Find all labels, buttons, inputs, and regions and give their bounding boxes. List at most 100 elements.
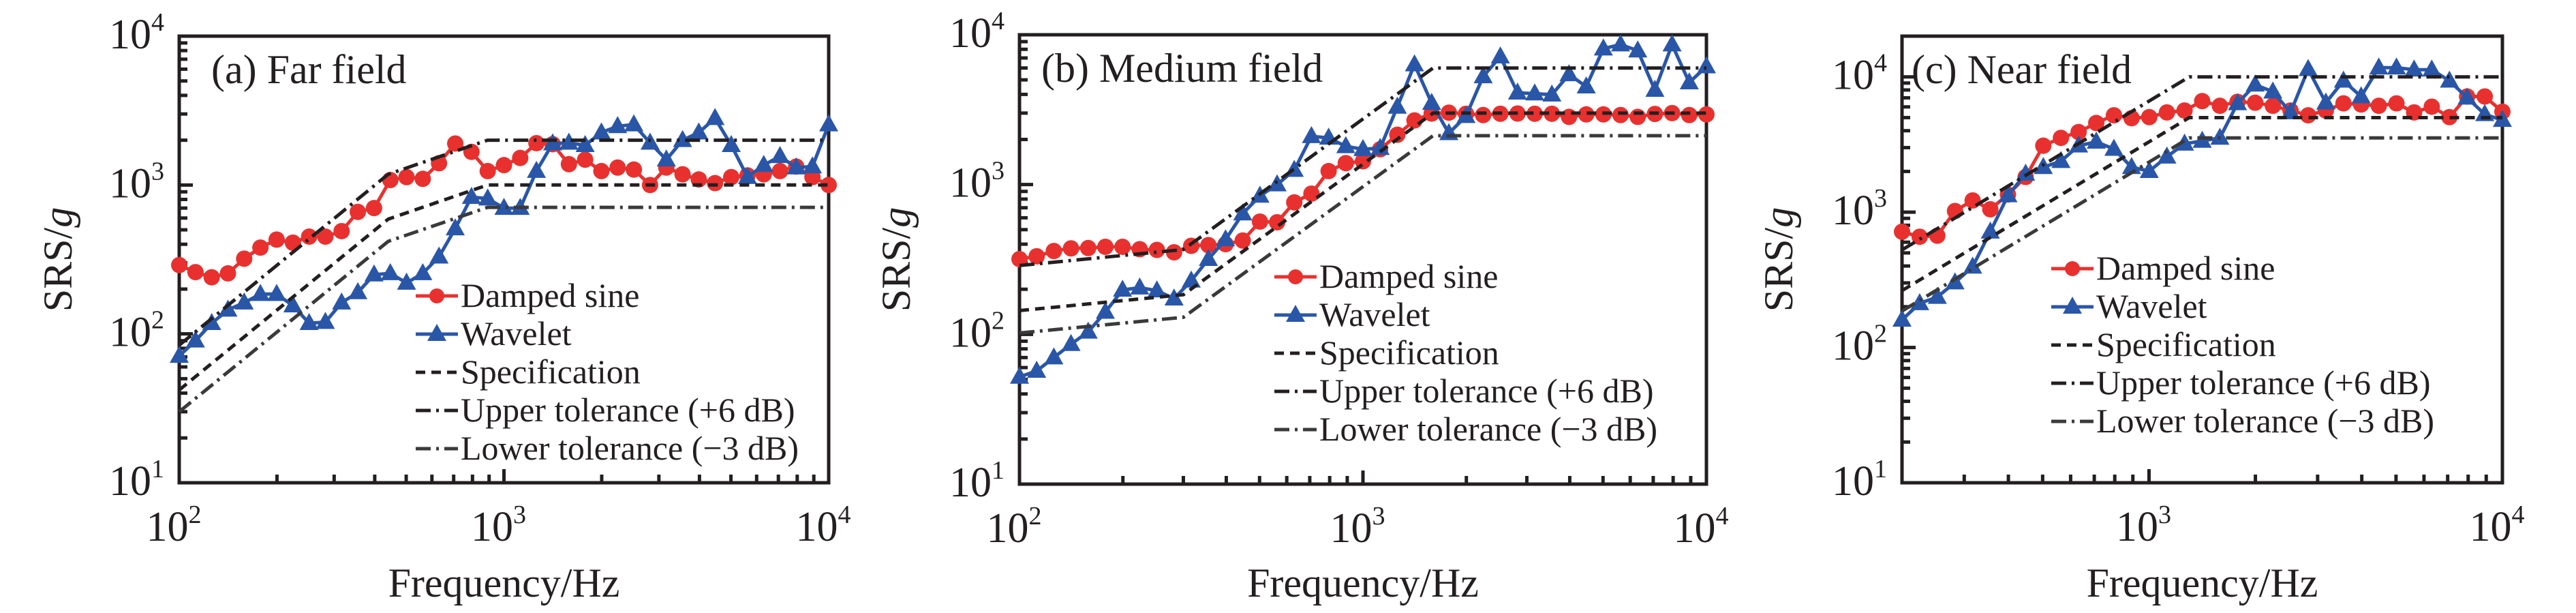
legend-item: Upper tolerance (+6 dB)	[1274, 372, 1654, 410]
x-axis-ticks	[1017, 470, 1708, 484]
data-point	[398, 168, 415, 185]
data-point	[2104, 138, 2123, 156]
data-point	[1011, 250, 1028, 267]
data-point	[2281, 102, 2301, 119]
legend-marker	[2063, 297, 2082, 314]
data-point	[301, 228, 318, 245]
panel-title: (b) Medium field	[1041, 46, 1323, 91]
series-specification	[1901, 116, 2502, 293]
data-point	[1964, 192, 1981, 209]
data-point	[219, 265, 236, 282]
data-point	[2016, 163, 2036, 181]
data-point	[1251, 213, 1268, 230]
data-point	[1561, 108, 1578, 125]
series-upper-tolerance	[1019, 66, 1706, 267]
data-point	[1113, 280, 1133, 297]
data-point	[1697, 56, 1716, 74]
data-point	[786, 157, 806, 175]
data-point	[512, 149, 529, 166]
data-point	[1028, 248, 1045, 265]
upper-tolerance-line	[178, 138, 829, 347]
data-point	[2404, 59, 2424, 77]
data-point	[821, 177, 837, 194]
data-point	[1045, 243, 1062, 260]
data-point	[1681, 106, 1698, 123]
data-point	[2477, 88, 2494, 105]
data-point	[1982, 200, 1999, 218]
data-point	[171, 256, 187, 273]
series-group	[1892, 57, 2512, 327]
data-point	[1628, 40, 1648, 58]
data-point	[1130, 277, 1150, 295]
series-group	[170, 108, 838, 413]
data-point	[770, 146, 790, 164]
data-point	[2176, 102, 2193, 119]
data-point	[1233, 203, 1253, 221]
y-tick-label: 102	[109, 306, 164, 356]
panel-far-field: Frequency/Hz SRS/g 102 103 104101102103104…	[35, 8, 851, 605]
data-point	[2105, 107, 2122, 124]
data-point	[689, 122, 709, 140]
data-point	[1320, 162, 1337, 179]
data-point	[283, 295, 303, 313]
data-point	[1542, 84, 1562, 102]
data-point	[268, 231, 285, 248]
legend-label: Specification	[1319, 333, 1499, 372]
data-point	[1200, 237, 1217, 254]
data-point	[495, 157, 512, 174]
data-point	[2387, 57, 2406, 75]
legend-marker	[1286, 305, 1305, 322]
data-point	[1980, 221, 2000, 239]
y-tick-label: 104	[1832, 49, 1887, 99]
series-group	[1010, 34, 1716, 384]
data-point	[707, 175, 724, 192]
data-point	[364, 264, 384, 282]
data-point	[1216, 229, 1236, 247]
data-point	[754, 155, 773, 173]
data-point	[1044, 347, 1064, 365]
series-upper-tolerance	[178, 138, 829, 347]
data-point	[266, 284, 286, 301]
data-point	[2265, 98, 2282, 115]
series-damped-sine	[1011, 104, 1715, 267]
y-tick-label: 101	[949, 456, 1005, 506]
data-point	[575, 135, 595, 153]
data-point	[737, 166, 757, 184]
data-point	[1234, 232, 1251, 249]
series-lower-tolerance	[1019, 134, 1706, 335]
y-tick-label: 104	[949, 7, 1005, 57]
lower-tolerance-line	[178, 205, 829, 413]
data-point	[674, 166, 691, 183]
legend-marker	[1288, 269, 1303, 284]
data-point	[2263, 81, 2283, 99]
data-point	[527, 160, 547, 178]
x-axis-title: Frequency/Hz	[388, 560, 620, 605]
data-point	[236, 250, 253, 267]
data-point	[1302, 125, 1321, 143]
data-point	[413, 263, 433, 280]
data-point	[1353, 138, 1373, 156]
panel-medium-field: Frequency/Hz SRS/g 102 103 104101102103104…	[874, 7, 1729, 605]
legend-label: Wavelet	[2096, 287, 2207, 325]
data-point	[494, 198, 514, 215]
specification-line	[1019, 111, 1706, 312]
data-point	[1422, 93, 1441, 110]
data-point	[2247, 94, 2264, 111]
data-point	[446, 218, 465, 236]
data-point	[1679, 72, 1699, 90]
data-point	[559, 132, 579, 150]
x-tick-label: 104	[796, 500, 851, 550]
data-point	[170, 346, 189, 363]
specification-line	[1901, 116, 2502, 293]
y-tick-label: 103	[109, 157, 164, 207]
data-point	[1892, 310, 1912, 327]
data-point	[1612, 106, 1629, 123]
data-point	[2139, 160, 2159, 178]
legend-label: Lower tolerance (−3 dB)	[1319, 410, 1657, 448]
data-point	[577, 151, 594, 168]
data-point	[1998, 185, 2018, 203]
data-point	[560, 155, 577, 173]
data-point	[1062, 240, 1079, 257]
data-point	[1662, 34, 1682, 52]
